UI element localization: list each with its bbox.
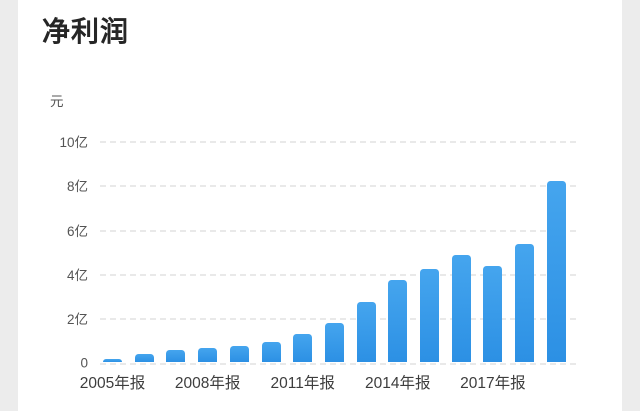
bar-chart-plot: 10亿 8亿 6亿 4亿 2亿 0 2005年报 2008年报 2011年报 2014年报 2017…: [18, 0, 622, 411]
gridline-y-10亿: [100, 141, 576, 143]
gridline-y-6亿: [100, 229, 576, 232]
y-axis-unit-label: 元: [50, 94, 64, 109]
y-tick-label: 6亿: [66, 223, 88, 239]
gridline-y-4亿: [100, 273, 576, 276]
x-tick-label: 2014年报: [365, 375, 431, 392]
y-tick-label: 2亿: [66, 312, 88, 328]
bar-2011年报: [293, 333, 313, 363]
bar-2019年报: [546, 181, 566, 363]
x-tick-label: 2017年报: [460, 375, 526, 392]
bar-2016年报: [451, 255, 471, 363]
bar-2008年报: [198, 347, 218, 363]
bar-2015年报: [420, 269, 439, 363]
x-tick-label: 2005年报: [79, 375, 146, 392]
bar-2005年报: [103, 359, 122, 363]
bar-2013年报: [356, 301, 376, 363]
bar-2007年报: [166, 350, 186, 363]
bar-2012年报: [324, 323, 344, 363]
gridline-y-2亿: [100, 318, 576, 321]
bar-2009年报: [229, 345, 249, 363]
chart-card: 净利润 元 10亿 8亿 6亿 4亿 2亿 0 2005年报 2008年报 2011年报 2014…: [18, 0, 622, 411]
bar-2006年报: [134, 354, 154, 363]
chart-title: 净利润: [42, 16, 130, 47]
x-tick-label: 2011年报: [270, 375, 335, 392]
bar-2014年报: [388, 280, 408, 363]
bar-2010年报: [261, 341, 281, 363]
bar-2017年报: [483, 266, 503, 363]
y-tick-label: 4亿: [66, 267, 88, 283]
bar-2018年报: [515, 243, 535, 363]
y-tick-label: 8亿: [66, 179, 88, 195]
y-tick-label: 0: [80, 355, 88, 370]
y-tick-label: 10亿: [59, 135, 88, 150]
gridline-y-0: [100, 362, 576, 365]
x-tick-label: 2008年报: [174, 375, 241, 392]
gridline-y-8亿: [100, 185, 576, 188]
